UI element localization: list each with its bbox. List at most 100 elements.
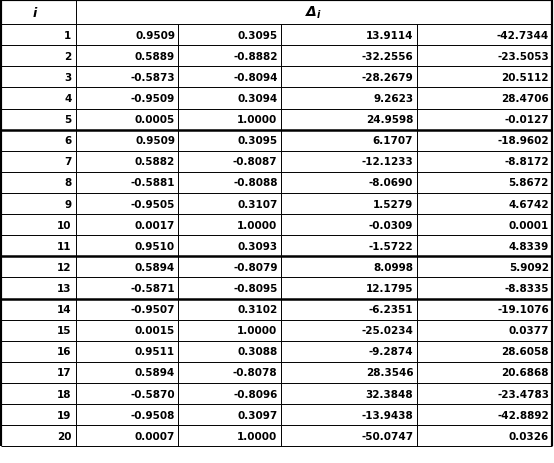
Text: -0.0309: -0.0309 [369, 220, 413, 230]
Text: 0.0377: 0.0377 [509, 325, 549, 336]
Text: -0.8079: -0.8079 [233, 262, 278, 272]
Text: 0.9509: 0.9509 [135, 31, 175, 41]
Text: 16: 16 [57, 346, 71, 357]
Text: -0.9509: -0.9509 [131, 94, 175, 104]
Text: 12: 12 [57, 262, 71, 272]
Text: 5.8672: 5.8672 [509, 178, 549, 188]
Text: -0.5881: -0.5881 [131, 178, 175, 188]
Text: 15: 15 [57, 325, 71, 336]
Text: 1.0000: 1.0000 [237, 220, 278, 230]
Text: 13.9114: 13.9114 [366, 31, 413, 41]
Text: -0.8087: -0.8087 [233, 157, 278, 167]
Text: -23.4783: -23.4783 [497, 388, 549, 399]
Text: -0.8094: -0.8094 [233, 73, 278, 83]
Text: 0.3093: 0.3093 [238, 241, 278, 251]
Text: 1.5279: 1.5279 [373, 199, 413, 209]
Text: 14: 14 [57, 304, 71, 314]
Text: -42.8892: -42.8892 [497, 410, 549, 420]
Text: -1.5722: -1.5722 [368, 241, 413, 251]
Text: -28.2679: -28.2679 [362, 73, 413, 83]
Text: -0.9505: -0.9505 [131, 199, 175, 209]
Text: -0.9507: -0.9507 [131, 304, 175, 314]
Text: 0.5894: 0.5894 [135, 262, 175, 272]
Text: 0.3097: 0.3097 [237, 410, 278, 420]
Text: -12.1233: -12.1233 [362, 157, 413, 167]
Text: 6.1707: 6.1707 [373, 136, 413, 146]
Text: -0.8088: -0.8088 [233, 178, 278, 188]
Text: 2: 2 [64, 51, 71, 62]
Text: 7: 7 [64, 157, 71, 167]
Text: 28.4706: 28.4706 [501, 94, 549, 104]
Text: -50.0747: -50.0747 [361, 431, 413, 441]
Text: 0.0005: 0.0005 [135, 115, 175, 125]
Text: 20.6868: 20.6868 [501, 368, 549, 378]
Text: 0.9511: 0.9511 [135, 346, 175, 357]
Text: 0.3107: 0.3107 [237, 199, 278, 209]
Text: -8.8172: -8.8172 [504, 157, 549, 167]
Text: 4.6742: 4.6742 [509, 199, 549, 209]
Text: 0.3102: 0.3102 [237, 304, 278, 314]
Text: -0.0127: -0.0127 [504, 115, 549, 125]
Text: 20.5112: 20.5112 [501, 73, 549, 83]
Text: -18.9602: -18.9602 [497, 136, 549, 146]
Text: -0.8096: -0.8096 [233, 388, 278, 399]
Text: 0.5889: 0.5889 [135, 51, 175, 62]
Text: 11: 11 [57, 241, 71, 251]
Text: 28.3546: 28.3546 [366, 368, 413, 378]
Text: 1: 1 [64, 31, 71, 41]
Text: 0.9510: 0.9510 [135, 241, 175, 251]
Text: 0.0001: 0.0001 [509, 220, 549, 230]
Text: 17: 17 [57, 368, 71, 378]
Text: -0.8095: -0.8095 [233, 283, 278, 294]
Text: -23.5053: -23.5053 [497, 51, 549, 62]
Text: -0.8882: -0.8882 [233, 51, 278, 62]
Text: -13.9438: -13.9438 [362, 410, 413, 420]
Text: -0.8078: -0.8078 [233, 368, 278, 378]
Text: 19: 19 [57, 410, 71, 420]
Text: 0.0017: 0.0017 [135, 220, 175, 230]
Text: 3: 3 [64, 73, 71, 83]
Text: -8.0690: -8.0690 [369, 178, 413, 188]
Text: 13: 13 [57, 283, 71, 294]
Text: 20: 20 [57, 431, 71, 441]
Text: 4: 4 [64, 94, 71, 104]
Text: 0.0007: 0.0007 [135, 431, 175, 441]
Text: -25.0234: -25.0234 [361, 325, 413, 336]
Text: 6: 6 [64, 136, 71, 146]
Text: -0.5870: -0.5870 [130, 388, 175, 399]
Text: -32.2556: -32.2556 [362, 51, 413, 62]
Text: 0.3088: 0.3088 [237, 346, 278, 357]
Text: -9.2874: -9.2874 [368, 346, 413, 357]
Text: 18: 18 [57, 388, 71, 399]
Text: 8: 8 [64, 178, 71, 188]
Text: -42.7344: -42.7344 [497, 31, 549, 41]
Text: 24.9598: 24.9598 [366, 115, 413, 125]
Text: 1.0000: 1.0000 [237, 431, 278, 441]
Text: 9: 9 [64, 199, 71, 209]
Text: -19.1076: -19.1076 [497, 304, 549, 314]
Text: 0.5894: 0.5894 [135, 368, 175, 378]
Text: 0.3095: 0.3095 [238, 31, 278, 41]
Text: 10: 10 [57, 220, 71, 230]
Text: -8.8335: -8.8335 [505, 283, 549, 294]
Text: 4.8339: 4.8339 [509, 241, 549, 251]
Text: 0.3094: 0.3094 [237, 94, 278, 104]
Text: $\bfit{i}$: $\bfit{i}$ [32, 6, 38, 20]
Text: 5: 5 [64, 115, 71, 125]
Text: 0.3095: 0.3095 [238, 136, 278, 146]
Text: 1.0000: 1.0000 [237, 115, 278, 125]
Text: 12.1795: 12.1795 [366, 283, 413, 294]
Text: 5.9092: 5.9092 [509, 262, 549, 272]
Text: 9.2623: 9.2623 [373, 94, 413, 104]
Text: 0.9509: 0.9509 [135, 136, 175, 146]
Text: -0.5871: -0.5871 [130, 283, 175, 294]
Text: 32.3848: 32.3848 [366, 388, 413, 399]
Text: -6.2351: -6.2351 [369, 304, 413, 314]
Text: $\bfit{\Delta}_{\bfit{i}}$: $\bfit{\Delta}_{\bfit{i}}$ [305, 5, 323, 21]
Text: -0.5873: -0.5873 [130, 73, 175, 83]
Text: 0.0015: 0.0015 [135, 325, 175, 336]
Text: 28.6058: 28.6058 [501, 346, 549, 357]
Text: 8.0998: 8.0998 [373, 262, 413, 272]
Text: -0.9508: -0.9508 [131, 410, 175, 420]
Text: 1.0000: 1.0000 [237, 325, 278, 336]
